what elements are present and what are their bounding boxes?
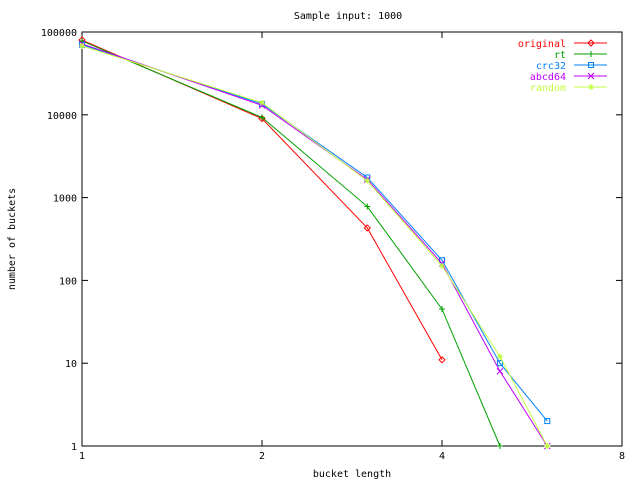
x-tick-label: 2 <box>259 451 265 462</box>
data-point <box>439 306 445 313</box>
data-point <box>588 62 594 68</box>
plot-frame <box>81 31 623 447</box>
data-point <box>588 84 594 90</box>
data-point <box>587 72 595 80</box>
data-point <box>496 360 503 367</box>
data-point <box>439 262 445 269</box>
series-line <box>81 40 501 447</box>
x-tick-label: 8 <box>619 451 625 462</box>
y-tick-label: 100 <box>59 276 77 287</box>
data-point <box>496 367 504 375</box>
legend-label: random <box>530 83 566 94</box>
legend-label: abcd64 <box>530 72 566 83</box>
data-point <box>544 418 551 425</box>
x-axis-label: bucket length <box>313 469 391 480</box>
chart-title: Sample input: 1000 <box>294 11 402 22</box>
series-line <box>81 45 548 447</box>
data-point <box>79 42 85 49</box>
data-point <box>496 443 503 449</box>
series-line <box>81 44 548 422</box>
data-point <box>259 114 265 121</box>
y-axis-label: number of buckets <box>7 188 18 290</box>
y-tick-label: 100000 <box>41 28 77 39</box>
series-crc32 <box>79 41 551 425</box>
data-point <box>438 356 446 364</box>
data-point <box>364 203 371 210</box>
x-tick-label: 1 <box>79 451 85 462</box>
y-tick-label: 1000 <box>53 194 77 205</box>
series-original <box>78 36 446 364</box>
y-tick-label: 10 <box>65 359 77 370</box>
axis-ticks: 1 2 4 8 1 10 100 1000 10000 100000 <box>41 28 625 462</box>
data-point <box>364 177 371 184</box>
legend-label: crc32 <box>536 61 566 72</box>
data-point <box>544 443 551 449</box>
series-layer <box>78 36 551 450</box>
series-line <box>81 43 548 447</box>
x-tick-label: 4 <box>439 451 445 462</box>
data-point <box>587 39 595 47</box>
data-point <box>496 353 503 360</box>
data-point <box>363 224 372 232</box>
y-tick-label: 10000 <box>47 111 77 122</box>
data-point <box>588 51 594 57</box>
legend-label: rt <box>554 50 566 61</box>
legend-label: original <box>518 39 566 50</box>
y-tick-label: 1 <box>71 442 77 453</box>
data-point <box>259 99 265 106</box>
series-random <box>79 42 551 449</box>
series-rt <box>79 37 503 449</box>
series-abcd64 <box>78 40 551 450</box>
